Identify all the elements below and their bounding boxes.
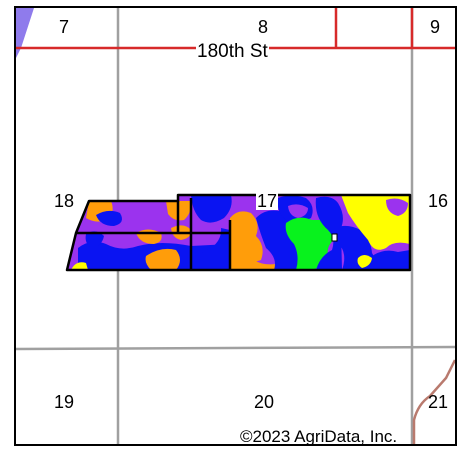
water-body — [16, 8, 34, 58]
soil-map — [16, 8, 455, 444]
copyright-text: ©2023 AgriData, Inc. — [240, 427, 398, 446]
section-16-label: 16 — [428, 191, 449, 211]
section-8-label: 8 — [258, 17, 269, 37]
road-label-180th-st: 180th St — [196, 41, 269, 62]
section-20-label: 20 — [254, 392, 275, 412]
soil-field — [67, 195, 410, 270]
field-boundaries — [65, 193, 412, 272]
section-7-label: 7 — [59, 17, 70, 37]
section-9-label: 9 — [430, 17, 441, 37]
section-21-label: 21 — [428, 392, 449, 412]
white-marker — [331, 233, 338, 242]
map-frame: 7 8 9 18 17 16 19 20 21 180th St ©2023 A… — [14, 6, 457, 446]
section-17-label: 17 — [256, 191, 279, 211]
section-18-label: 18 — [54, 191, 75, 211]
section-19-label: 19 — [54, 392, 75, 412]
brown-road — [412, 359, 455, 444]
